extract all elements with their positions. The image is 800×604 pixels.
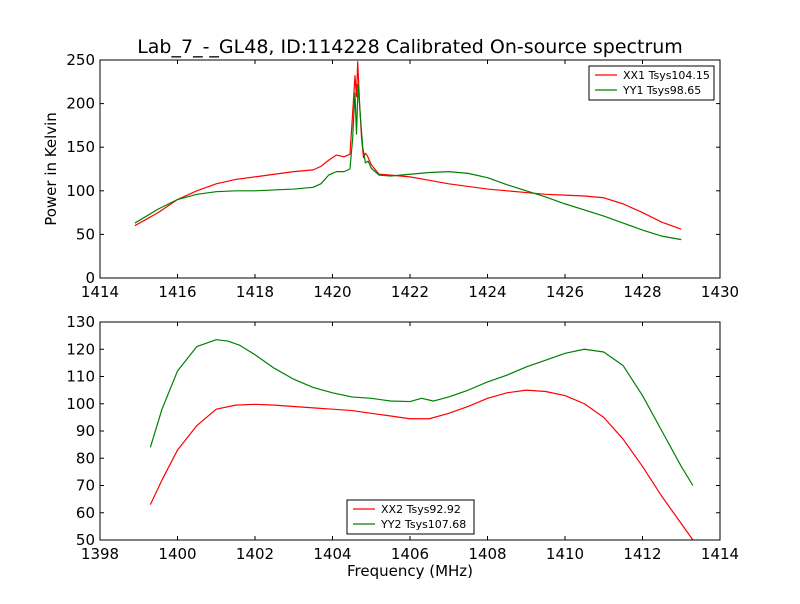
top-panel: 1414 1416 1418 1420 1422 1424 1426 1428 1430 0 50 1… [66, 51, 739, 301]
x-tick-label: 1402 [236, 545, 274, 563]
y-tick-label: 120 [66, 340, 95, 358]
legend-box [346, 499, 475, 535]
x-tick-label: 1400 [158, 545, 196, 563]
series-line-xx2 [149, 389, 694, 540]
y-tick-label: 90 [76, 422, 95, 440]
y-tick-label: 50 [76, 531, 95, 549]
legend-label: YY2 Tsys107.68 [380, 518, 466, 531]
x-tick-label: 1416 [158, 283, 196, 301]
legend: XX1 Tsys104.15 YY1 Tsys98.65 [588, 65, 715, 101]
top-ylabel: Power in Kelvin [42, 112, 60, 226]
y-tick-label: 250 [66, 51, 95, 69]
y-tick-label: 130 [66, 313, 95, 331]
bottom-panel: 1398 1400 1402 1404 1406 1408 1410 1412 1414 50 60… [66, 313, 739, 563]
bottom-xlabel: Frequency (MHz) [347, 562, 473, 580]
x-tick-label: 1408 [468, 545, 506, 563]
series-group [134, 61, 682, 241]
legend-label: XX1 Tsys104.15 [623, 69, 710, 82]
y-tick-label: 150 [66, 138, 95, 156]
y-tick-label: 80 [76, 449, 95, 467]
x-tick-label: 1414 [81, 283, 119, 301]
y-tick-label: 100 [66, 182, 95, 200]
x-tick-label: 1426 [546, 283, 584, 301]
x-tick-label: 1418 [236, 283, 274, 301]
legend-label: YY1 Tsys98.65 [622, 84, 701, 97]
y-tick-label: 60 [76, 504, 95, 522]
x-tick-label: 1430 [701, 283, 739, 301]
legend-box [588, 65, 715, 101]
series-group [149, 339, 694, 540]
x-tick-label: 1404 [313, 545, 351, 563]
legend: XX2 Tsys92.92 YY2 Tsys107.68 [346, 499, 475, 535]
x-tick-label: 1398 [81, 545, 119, 563]
x-tick-label: 1414 [701, 545, 739, 563]
y-tick-label: 0 [85, 269, 95, 287]
x-tick-label: 1424 [468, 283, 506, 301]
chart-title: Lab_7_-_GL48, ID:114228 Calibrated On-so… [137, 36, 683, 58]
y-tick-label: 110 [66, 368, 95, 386]
x-tick-label: 1420 [313, 283, 351, 301]
series-line-yy1 [134, 83, 682, 241]
series-line-yy2 [149, 339, 694, 486]
legend-label: XX2 Tsys92.92 [381, 503, 461, 516]
y-tick-label: 70 [76, 477, 95, 495]
x-tick-label: 1422 [391, 283, 429, 301]
x-tick-label: 1410 [546, 545, 584, 563]
x-tick-label: 1428 [623, 283, 661, 301]
y-tick-label: 200 [66, 95, 95, 113]
y-tick-label: 50 [76, 225, 95, 243]
x-tick-label: 1412 [623, 545, 661, 563]
x-tick-label: 1406 [391, 545, 429, 563]
y-tick-label: 100 [66, 395, 95, 413]
